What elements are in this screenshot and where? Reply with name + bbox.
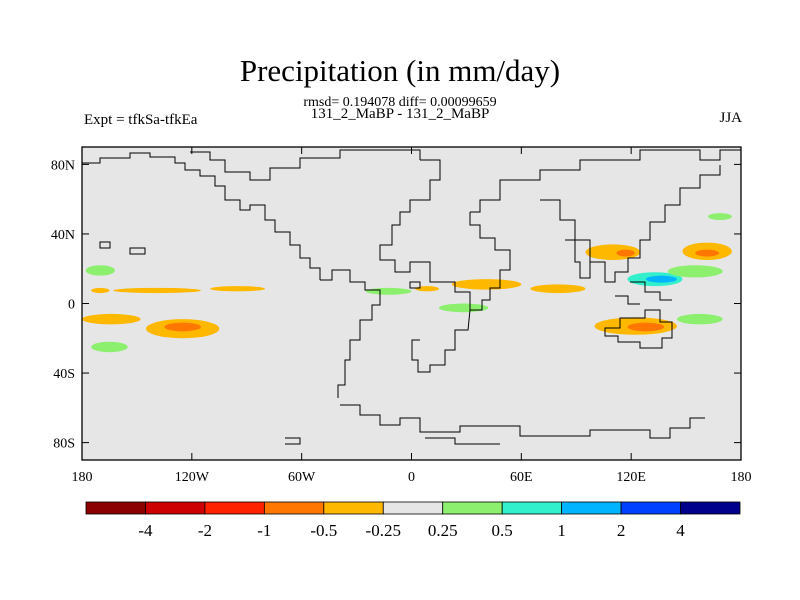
coastline-0 [82, 152, 321, 280]
anomaly-arabia-dry-band [451, 279, 522, 290]
colorbar-swatch [620, 501, 681, 515]
x-tick-label: 180 [731, 470, 752, 485]
x-tick-label: 180 [72, 470, 93, 485]
coastline-3 [379, 159, 471, 310]
y-tick-label: 80N [51, 158, 75, 173]
colorbar-swatch [680, 501, 741, 515]
chart-title: Precipitation (in mm/day) [239, 53, 561, 88]
x-tick-label: 120W [175, 470, 210, 485]
colorbar-swatch [442, 501, 503, 515]
anomaly-north-pacific-patch-small [91, 287, 110, 294]
coastline-6 [470, 149, 741, 213]
anomaly-indian-ocean-south-core [627, 322, 665, 332]
anomaly-western-pacific-wet [667, 265, 723, 278]
y-tick-label: 40N [51, 228, 75, 243]
coastline-9 [630, 281, 672, 301]
colorbar-swatch [204, 501, 265, 515]
coastline-15 [99, 241, 111, 249]
colorbar-swatch [382, 501, 444, 515]
colorbar-label: 2 [617, 521, 626, 540]
colorbar-swatch [145, 501, 206, 515]
season-label: JJA [719, 110, 742, 126]
colorbar-label: -2 [198, 521, 212, 540]
x-tick-label: 60W [288, 470, 316, 485]
colorbar-label: 0.25 [428, 521, 458, 540]
anomaly-western-pacific-core [695, 249, 720, 257]
anomaly-south-asia-core [616, 249, 635, 257]
anomaly-north-pacific-band-east [210, 286, 266, 292]
anomaly-north-pacific-itcz-band [113, 287, 201, 294]
coastline-5 [411, 309, 471, 373]
anomaly-west-africa-dry [415, 286, 439, 292]
anomaly-east-africa-wet [438, 303, 489, 313]
chart-subtitle: 131_2_MaBP - 131_2_MaBP [310, 106, 490, 122]
coastline-17 [409, 281, 421, 289]
colorbar-label: -0.5 [310, 521, 337, 540]
colorbar-label: 0.5 [492, 521, 513, 540]
x-tick-label: 0 [408, 470, 415, 485]
coastline-12 [340, 404, 705, 439]
coastline-2 [320, 269, 381, 398]
colorbar-swatch [263, 501, 325, 515]
colorbar: -4 -2 -1 -0.5 -0.25 0.25 0.5 1 2 4 [85, 501, 741, 540]
colorbar-label: 4 [676, 521, 685, 540]
coastline-4 [469, 212, 511, 311]
anomaly-china-wet-core [645, 275, 677, 283]
anomaly-south-indian-wet [676, 313, 723, 325]
colorbar-label: 1 [557, 521, 566, 540]
experiment-label: Expt = tfkSa-tfkEa [84, 112, 198, 128]
coastline-14 [425, 437, 500, 445]
colorbar-swatch [561, 501, 622, 515]
coastline-10 [615, 295, 640, 305]
anomaly-africa-sahel-wet [365, 287, 412, 295]
anomaly-south-pacific-core [164, 322, 201, 332]
coastline-1 [190, 149, 421, 181]
x-tick-label: 60E [510, 470, 533, 485]
x-tick-label: 120E [616, 470, 646, 485]
colorbar-label: -4 [138, 521, 153, 540]
coastline-16 [129, 247, 146, 255]
y-tick-label: 0 [68, 298, 75, 313]
coastlines [82, 149, 741, 445]
coastline-13 [285, 437, 301, 445]
colorbar-swatch [323, 501, 384, 515]
anomaly-arctic-east-wet [708, 213, 732, 221]
colorbar-label: -0.25 [366, 521, 401, 540]
anomaly-indian-ocean-dry [530, 284, 586, 294]
anomaly-north-pacific-wet-west [85, 265, 115, 276]
anomaly-south-pacific-band-west [82, 313, 141, 325]
colorbar-swatch [85, 501, 146, 515]
coastline-11 [604, 309, 673, 349]
anomaly-south-pacific-wet-sw [91, 341, 128, 353]
stats-line: rmsd= 0.194078 diff= 0.00099659 [303, 95, 497, 110]
y-tick-label: 80S [53, 437, 75, 452]
colorbar-swatch [501, 501, 563, 515]
coastline-8 [565, 239, 591, 279]
x-axis: 180 120W 60W 0 60E 120E 180 [72, 147, 752, 485]
y-axis: 80N 40N 0 40S 80S [51, 158, 741, 452]
y-tick-label: 40S [53, 367, 75, 382]
map-background [82, 147, 741, 460]
colorbar-label: -1 [257, 521, 271, 540]
